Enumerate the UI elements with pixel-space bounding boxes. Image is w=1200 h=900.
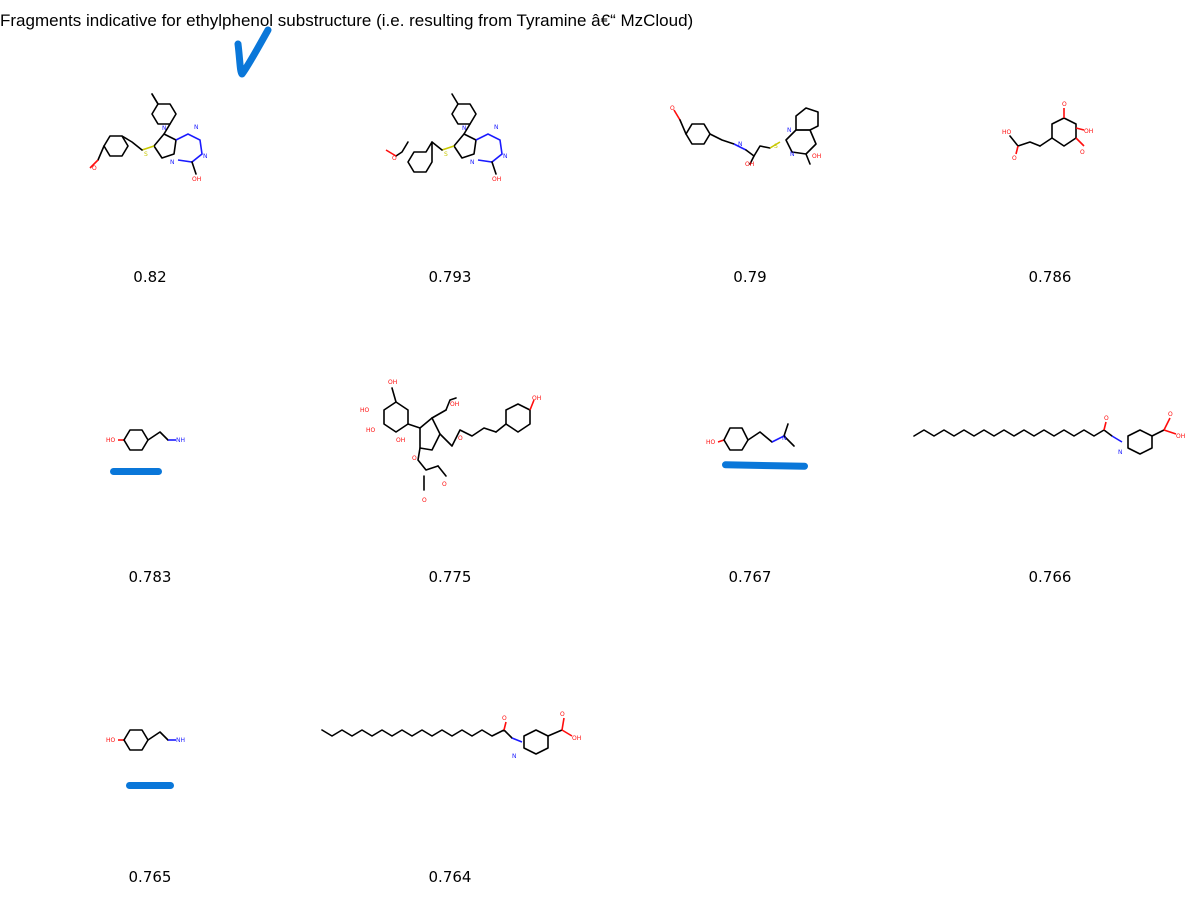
svg-text:O: O — [458, 435, 463, 442]
svg-text:N: N — [494, 124, 499, 131]
result-cell-7[interactable]: HO N 0.767 — [600, 300, 900, 600]
svg-text:NH: NH — [176, 437, 185, 444]
score-label: 0.767 — [728, 568, 772, 586]
svg-text:N: N — [203, 153, 208, 160]
score-label: 0.783 — [128, 568, 172, 586]
molecule-structure-7: HO N — [706, 423, 795, 451]
svg-text:N: N — [162, 125, 167, 132]
svg-text:N: N — [470, 159, 475, 166]
molecule-structure-9: HO NH — [106, 729, 185, 751]
svg-text:O: O — [1062, 101, 1067, 108]
checkmark-annotation — [234, 26, 272, 78]
svg-text:OH: OH — [812, 153, 821, 160]
svg-text:N: N — [782, 435, 787, 442]
svg-text:OH: OH — [1084, 128, 1093, 135]
svg-text:N: N — [462, 125, 467, 132]
result-cell-1[interactable]: N N N N S OH O 0.82 — [0, 0, 300, 300]
svg-text:O: O — [1012, 155, 1017, 162]
score-label: 0.766 — [1028, 568, 1072, 586]
svg-text:OH: OH — [396, 437, 405, 444]
result-cell-4[interactable]: HO O O OH O 0.786 — [900, 0, 1200, 300]
svg-text:O: O — [442, 481, 447, 488]
svg-text:N: N — [503, 153, 508, 160]
molecule-structure-10: O N O OH — [321, 711, 581, 760]
underline-annotation — [126, 782, 174, 789]
underline-annotation — [110, 468, 162, 475]
svg-text:N: N — [512, 753, 517, 760]
result-cell-8[interactable]: O N O OH 0.766 — [900, 300, 1200, 600]
svg-text:NH: NH — [176, 737, 185, 744]
svg-text:HO: HO — [1002, 129, 1012, 136]
result-cell-10[interactable]: O N O OH 0.764 — [300, 600, 600, 900]
svg-text:OH: OH — [492, 176, 501, 183]
result-cell-2[interactable]: N N N N S OH O 0.793 — [300, 0, 600, 300]
result-cell-6[interactable]: OH HO HO OH OH O O O OH O 0.775 — [300, 300, 600, 600]
svg-text:N: N — [787, 127, 792, 134]
result-cell-9[interactable]: HO NH 0.765 — [0, 600, 300, 900]
page-title: Fragments indicative for ethylphenol sub… — [0, 11, 694, 30]
score-label: 0.775 — [428, 568, 472, 586]
underline-annotation — [721, 461, 809, 470]
molecule-structure-2: N N N N S OH O — [385, 93, 508, 183]
svg-text:N: N — [170, 159, 175, 166]
svg-text:OH: OH — [532, 395, 541, 402]
score-label: 0.764 — [428, 868, 472, 886]
svg-text:HO: HO — [366, 427, 376, 434]
molecule-structure-1: N N N N S OH O — [89, 93, 208, 183]
molecule-structure-6: OH HO HO OH OH O O O OH O — [360, 379, 541, 504]
svg-text:N: N — [1118, 449, 1123, 456]
score-label: 0.82 — [133, 268, 167, 286]
svg-text:N: N — [790, 151, 795, 158]
molecule-structure-4: HO O O OH O — [1002, 101, 1093, 162]
svg-text:HO: HO — [106, 437, 116, 444]
result-cell-3[interactable]: O N OH S N N OH 0.79 — [600, 0, 900, 300]
score-label: 0.786 — [1028, 268, 1072, 286]
svg-text:HO: HO — [360, 407, 370, 414]
svg-text:O: O — [1080, 149, 1085, 156]
svg-text:HO: HO — [106, 737, 116, 744]
svg-text:HO: HO — [706, 439, 716, 446]
molecule-structure-5: HO NH — [106, 429, 185, 451]
score-label: 0.79 — [733, 268, 767, 286]
svg-text:N: N — [194, 124, 199, 131]
score-label: 0.793 — [428, 268, 472, 286]
svg-text:N: N — [738, 141, 743, 148]
molecule-structure-3: O N OH S N N OH — [670, 105, 821, 168]
svg-text:O: O — [1104, 415, 1109, 422]
svg-text:OH: OH — [572, 735, 581, 742]
svg-text:O: O — [412, 455, 417, 462]
svg-text:O: O — [1168, 411, 1173, 418]
svg-text:OH: OH — [450, 401, 459, 408]
svg-text:S: S — [144, 151, 148, 158]
svg-text:S: S — [444, 151, 448, 158]
svg-text:OH: OH — [745, 161, 754, 168]
score-label: 0.765 — [128, 868, 172, 886]
svg-text:O: O — [92, 165, 97, 172]
svg-text:O: O — [392, 155, 397, 162]
svg-text:O: O — [560, 711, 565, 718]
svg-text:O: O — [670, 105, 675, 112]
svg-text:OH: OH — [192, 176, 201, 183]
svg-text:O: O — [502, 715, 507, 722]
molecule-structure-8: O N O OH — [913, 411, 1185, 456]
svg-text:OH: OH — [1176, 433, 1185, 440]
svg-text:S: S — [774, 143, 778, 150]
svg-text:O: O — [422, 497, 427, 504]
svg-text:OH: OH — [388, 379, 397, 386]
result-cell-5[interactable]: HO NH 0.783 — [0, 300, 300, 600]
